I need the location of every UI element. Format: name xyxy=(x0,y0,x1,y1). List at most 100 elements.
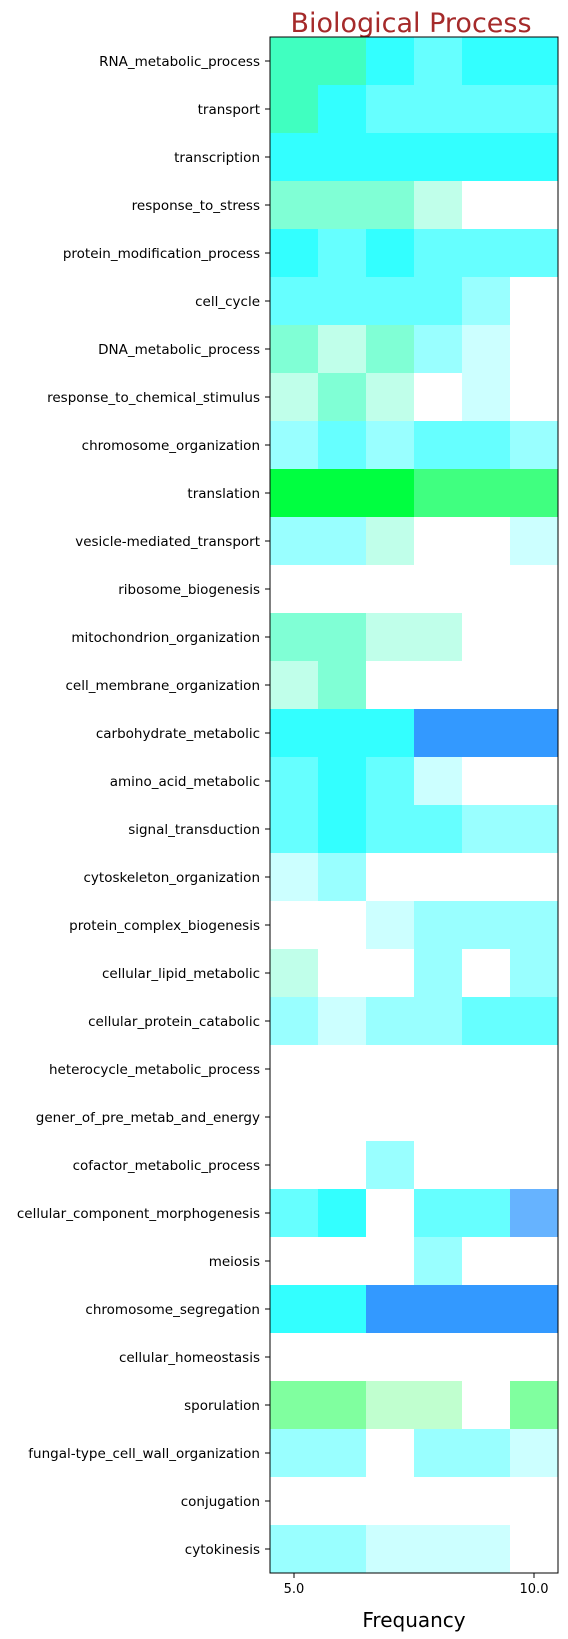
y-tick-label: cytokinesis xyxy=(185,1542,260,1558)
heatmap-cell xyxy=(318,517,367,566)
heatmap-cell xyxy=(414,325,463,374)
heatmap-cell xyxy=(318,1285,367,1334)
heatmap-cell xyxy=(366,85,415,134)
heatmap-cell xyxy=(414,37,463,86)
heatmap-cell xyxy=(462,1525,511,1574)
heatmap-cell xyxy=(462,613,511,662)
y-tick-label: response_to_stress xyxy=(132,198,260,214)
heatmap-cell xyxy=(366,1045,415,1094)
heatmap-cell xyxy=(414,1045,463,1094)
heatmap-cell xyxy=(414,1525,463,1574)
heatmap-cell xyxy=(366,1381,415,1430)
heatmap-cell xyxy=(366,613,415,662)
heatmap-cells xyxy=(270,37,559,1574)
heatmap-cell xyxy=(462,1333,511,1382)
heatmap-cell xyxy=(510,325,559,374)
heatmap-cell xyxy=(414,1189,463,1238)
heatmap-cell xyxy=(510,373,559,422)
heatmap-cell xyxy=(414,805,463,854)
heatmap-cell xyxy=(318,757,367,806)
heatmap-cell xyxy=(366,373,415,422)
y-tick-label: response_to_chemical_stimulus xyxy=(47,390,260,406)
heatmap-cell xyxy=(366,1477,415,1526)
heatmap-cell xyxy=(510,901,559,950)
heatmap-cell xyxy=(414,229,463,278)
heatmap-cell xyxy=(366,517,415,566)
x-tick-label: 10.0 xyxy=(520,1582,549,1597)
heatmap-cell xyxy=(510,757,559,806)
heatmap-cell xyxy=(510,181,559,230)
heatmap-cell xyxy=(270,1477,319,1526)
heatmap-cell xyxy=(414,613,463,662)
heatmap-cell xyxy=(318,853,367,902)
y-tick-label: heterocycle_metabolic_process xyxy=(49,1062,260,1078)
heatmap-cell xyxy=(270,469,319,518)
heatmap-cell xyxy=(366,805,415,854)
heatmap-cell xyxy=(510,1333,559,1382)
heatmap-cell xyxy=(270,949,319,998)
heatmap-cell xyxy=(510,613,559,662)
heatmap-cell xyxy=(270,229,319,278)
heatmap-cell xyxy=(414,1237,463,1286)
heatmap-cell xyxy=(318,1237,367,1286)
heatmap-cell xyxy=(462,85,511,134)
heatmap-cell xyxy=(318,805,367,854)
heatmap-cell xyxy=(318,1381,367,1430)
y-tick-label: cytoskeleton_organization xyxy=(84,870,261,886)
heatmap-cell xyxy=(510,1429,559,1478)
heatmap-cell xyxy=(318,1141,367,1190)
heatmap-cell xyxy=(510,565,559,614)
heatmap-cell xyxy=(270,37,319,86)
heatmap-cell xyxy=(270,661,319,710)
heatmap-cell xyxy=(366,421,415,470)
heatmap-cell xyxy=(366,757,415,806)
heatmap-cell xyxy=(270,517,319,566)
heatmap-cell xyxy=(414,757,463,806)
heatmap-cell xyxy=(366,229,415,278)
y-tick-label: chromosome_organization xyxy=(82,438,260,454)
heatmap-cell xyxy=(318,709,367,758)
heatmap-cell xyxy=(318,949,367,998)
heatmap-cell xyxy=(414,373,463,422)
y-tick-label: DNA_metabolic_process xyxy=(98,342,260,358)
y-tick-label: carbohydrate_metabolic xyxy=(96,726,260,742)
heatmap-cell xyxy=(318,1093,367,1142)
heatmap-cell xyxy=(270,709,319,758)
heatmap-cell xyxy=(366,709,415,758)
heatmap-cell xyxy=(270,613,319,662)
heatmap-cell xyxy=(318,133,367,182)
heatmap-cell xyxy=(318,1189,367,1238)
heatmap-cell xyxy=(270,1333,319,1382)
heatmap-cell xyxy=(318,421,367,470)
heatmap-cell xyxy=(366,37,415,86)
heatmap-cell xyxy=(318,1429,367,1478)
heatmap-cell xyxy=(366,997,415,1046)
heatmap-cell xyxy=(414,421,463,470)
heatmap-cell xyxy=(366,1429,415,1478)
heatmap-cell xyxy=(270,853,319,902)
heatmap-cell xyxy=(270,1237,319,1286)
heatmap-cell xyxy=(462,37,511,86)
y-tick-label: translation xyxy=(187,486,260,502)
heatmap-cell xyxy=(318,373,367,422)
heatmap-cell xyxy=(462,1093,511,1142)
y-tick-label: RNA_metabolic_process xyxy=(99,54,260,70)
heatmap-cell xyxy=(510,277,559,326)
heatmap-cell xyxy=(510,85,559,134)
y-tick-label: cell_cycle xyxy=(195,294,260,310)
heatmap-cell xyxy=(270,757,319,806)
y-tick-label: mitochondrion_organization xyxy=(71,630,260,646)
heatmap-cell xyxy=(366,661,415,710)
heatmap-cell xyxy=(270,1285,319,1334)
heatmap-cell xyxy=(270,805,319,854)
heatmap-cell xyxy=(510,1477,559,1526)
heatmap-cell xyxy=(366,469,415,518)
chart-title: Biological Process xyxy=(290,8,531,39)
heatmap-cell xyxy=(318,1045,367,1094)
heatmap-cell xyxy=(318,1333,367,1382)
heatmap-cell xyxy=(366,1189,415,1238)
heatmap-cell xyxy=(462,229,511,278)
heatmap-cell xyxy=(366,565,415,614)
heatmap-cell xyxy=(510,709,559,758)
